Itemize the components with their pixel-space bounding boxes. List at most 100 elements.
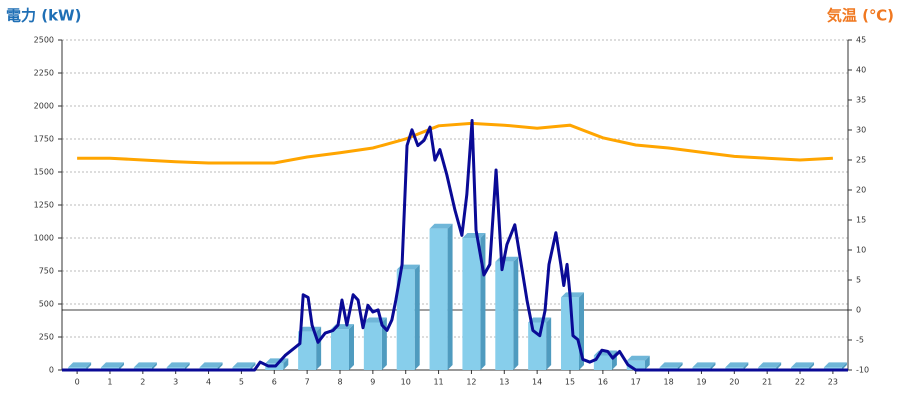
bar-front (495, 261, 514, 370)
bar-front (429, 228, 448, 370)
y-axis-title: 電力 (kW) (6, 7, 81, 25)
bar-top (68, 362, 92, 368)
y-tick-label: 1250 (34, 201, 54, 210)
bar-side (250, 362, 256, 370)
y-tick-label: 0 (49, 366, 54, 375)
bar-side (644, 355, 650, 370)
bar-side (316, 326, 322, 370)
y-tick-label: 500 (39, 300, 54, 309)
bar (495, 256, 519, 370)
y2-tick-label: 20 (856, 186, 866, 195)
x-tick-label: 18 (663, 378, 673, 387)
bar-top (462, 233, 486, 238)
y-tick-label: 250 (39, 333, 54, 342)
bar-side (513, 256, 519, 370)
x-tick-label: 22 (795, 378, 805, 387)
x-tick-label: 17 (631, 378, 641, 387)
bar-side (217, 362, 223, 370)
bar-front (528, 322, 547, 370)
bar-top (626, 355, 650, 361)
bar-top (100, 362, 124, 368)
y2-tick-label: 45 (856, 36, 866, 45)
y-tick-label: 2250 (34, 69, 54, 78)
bar-top (429, 223, 453, 229)
bar-top (166, 362, 190, 368)
bar-top (199, 362, 223, 368)
bar-top (692, 362, 716, 368)
bar-top (561, 292, 585, 298)
x-tick-label: 16 (598, 378, 608, 387)
bar-top (232, 362, 256, 368)
x-tick-label: 6 (272, 378, 277, 387)
y-tick-label: 1000 (34, 234, 54, 243)
y2-tick-label: 25 (856, 156, 866, 165)
temperature-line (77, 121, 833, 165)
bar-side (118, 362, 124, 370)
bar-front (626, 360, 645, 370)
bar-top (791, 362, 815, 368)
x-tick-label: 0 (75, 378, 80, 387)
x-tick-label: 11 (433, 378, 443, 387)
bar-side (710, 362, 716, 370)
bar-front (462, 238, 481, 370)
bar-side (809, 362, 815, 370)
bar-top (659, 362, 683, 368)
bar (396, 264, 420, 370)
x-tick-label: 9 (370, 378, 375, 387)
power-line (62, 119, 848, 372)
bar-side (348, 324, 354, 370)
bar-side (151, 362, 157, 370)
y2-tick-label: -5 (856, 336, 864, 345)
x-tick-label: 14 (532, 378, 542, 387)
y2-tick-label: 35 (856, 96, 866, 105)
y2-tick-label: 15 (856, 216, 866, 225)
bar-side (86, 362, 92, 370)
bar-top (528, 317, 552, 323)
y2-axis-title: 気温 (℃) (827, 7, 894, 25)
x-tick-label: 15 (565, 378, 575, 387)
bar-top (725, 362, 749, 368)
x-tick-label: 23 (828, 378, 838, 387)
y-tick-label: 1750 (34, 135, 54, 144)
y-tick-label: 1500 (34, 168, 54, 177)
x-tick-label: 7 (305, 378, 310, 387)
bar-front (593, 355, 612, 370)
x-tick-label: 1 (107, 378, 112, 387)
y2-tick-label: 5 (856, 276, 861, 285)
bar (593, 350, 617, 370)
bar-front (330, 329, 349, 370)
y-tick-label: 2000 (34, 102, 54, 111)
bar-side (447, 223, 453, 370)
bar-top (758, 362, 782, 368)
bar-front (298, 331, 317, 370)
x-tick-label: 12 (466, 378, 476, 387)
bar-side (414, 264, 420, 370)
y2-tick-label: 40 (856, 66, 866, 75)
x-tick-label: 8 (337, 378, 342, 387)
bar (429, 223, 453, 370)
y-tick-label: 2500 (34, 36, 54, 45)
x-tick-label: 13 (499, 378, 509, 387)
x-tick-label: 10 (401, 378, 411, 387)
bar-side (677, 362, 683, 370)
bar-front (363, 322, 382, 370)
bar-side (283, 358, 289, 370)
bar-top (823, 362, 847, 368)
x-tick-label: 4 (206, 378, 211, 387)
x-tick-label: 2 (140, 378, 145, 387)
bar-side (776, 362, 782, 370)
bar (462, 233, 486, 370)
x-tick-label: 20 (729, 378, 739, 387)
x-tick-label: 5 (239, 378, 244, 387)
bar-side (743, 362, 749, 370)
x-tick-label: 21 (762, 378, 772, 387)
x-tick-label: 19 (696, 378, 706, 387)
bar-front (561, 297, 580, 370)
y2-tick-label: -10 (856, 366, 869, 375)
bar-side (841, 362, 847, 370)
y-tick-label: 750 (39, 267, 54, 276)
bar-front (396, 269, 415, 370)
y2-tick-label: 10 (856, 246, 866, 255)
bar (626, 355, 650, 370)
